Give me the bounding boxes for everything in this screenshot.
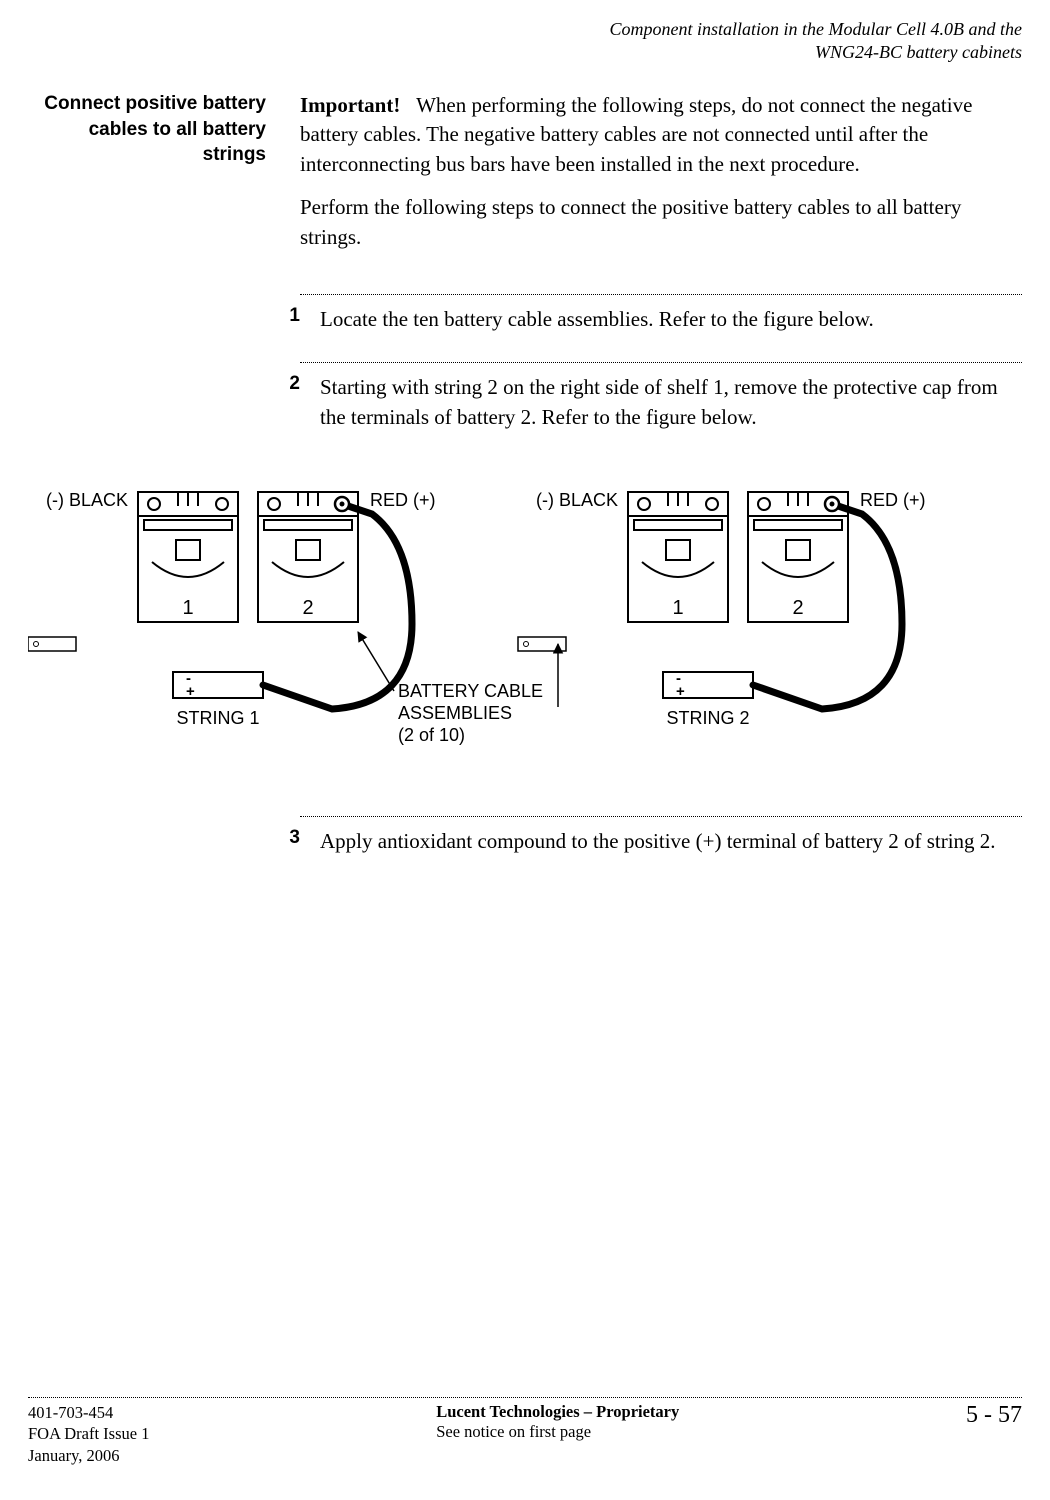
footer-page: 5 - 57 — [966, 1402, 1022, 1429]
important-label: Important! — [300, 93, 400, 117]
svg-text:BATTERY CABLE: BATTERY CABLE — [398, 681, 543, 701]
svg-text:+: + — [186, 683, 195, 700]
header-line2: WNG24-BC battery cabinets — [815, 42, 1022, 62]
step-3: 3 Apply antioxidant compound to the posi… — [28, 827, 1022, 856]
footer-docnum: 401-703-454 — [28, 1403, 113, 1422]
svg-text:(-) BLACK: (-) BLACK — [46, 490, 128, 510]
perform-text: Perform the following steps to connect t… — [300, 193, 1022, 252]
rule-2 — [300, 362, 1022, 363]
svg-text:RED (+): RED (+) — [370, 490, 436, 510]
footer-issue: FOA Draft Issue 1 — [28, 1424, 149, 1443]
rule-1 — [300, 294, 1022, 295]
battery-diagram: 12-+12-+(-) BLACKRED (+)(-) BLACKRED (+)… — [28, 472, 1028, 782]
footer-date: January, 2006 — [28, 1446, 120, 1465]
running-header: Component installation in the Modular Ce… — [28, 18, 1022, 63]
svg-text:+: + — [676, 683, 685, 700]
svg-text:2: 2 — [302, 597, 313, 619]
svg-text:1: 1 — [672, 597, 683, 619]
footer-left: 401-703-454 FOA Draft Issue 1 January, 2… — [28, 1402, 149, 1466]
step-3-num: 3 — [28, 827, 320, 849]
footer-mid: Lucent Technologies – Proprietary See no… — [436, 1402, 679, 1442]
svg-text:(-) BLACK: (-) BLACK — [536, 490, 618, 510]
svg-text:(2 of 10): (2 of 10) — [398, 725, 465, 745]
svg-text:1: 1 — [182, 597, 193, 619]
footer-notice: See notice on first page — [436, 1422, 591, 1441]
section-heading: Connect positive battery cables to all b… — [28, 91, 300, 168]
svg-text:RED (+): RED (+) — [860, 490, 926, 510]
important-paragraph: Important! When performing the following… — [300, 91, 1022, 179]
step-2-num: 2 — [28, 373, 320, 395]
svg-text:2: 2 — [792, 597, 803, 619]
footer-rule — [28, 1397, 1022, 1398]
figure-wrap: 12-+12-+(-) BLACKRED (+)(-) BLACKRED (+)… — [28, 472, 1022, 788]
footer-proprietary: Lucent Technologies – Proprietary — [436, 1402, 679, 1421]
step-2-text: Starting with string 2 on the right side… — [320, 373, 1022, 432]
svg-text:STRING 2: STRING 2 — [666, 708, 749, 728]
important-text: When performing the following steps, do … — [300, 93, 972, 176]
step-1-num: 1 — [28, 305, 320, 327]
header-line1: Component installation in the Modular Ce… — [610, 19, 1022, 39]
step-3-text: Apply antioxidant compound to the positi… — [320, 827, 1022, 856]
step-1-text: Locate the ten battery cable assemblies.… — [320, 305, 1022, 334]
svg-text:STRING 1: STRING 1 — [176, 708, 259, 728]
step-1: 1 Locate the ten battery cable assemblie… — [28, 305, 1022, 334]
svg-text:ASSEMBLIES: ASSEMBLIES — [398, 703, 512, 723]
page-footer: 401-703-454 FOA Draft Issue 1 January, 2… — [28, 1397, 1022, 1466]
rule-3 — [300, 816, 1022, 817]
step-2: 2 Starting with string 2 on the right si… — [28, 373, 1022, 432]
